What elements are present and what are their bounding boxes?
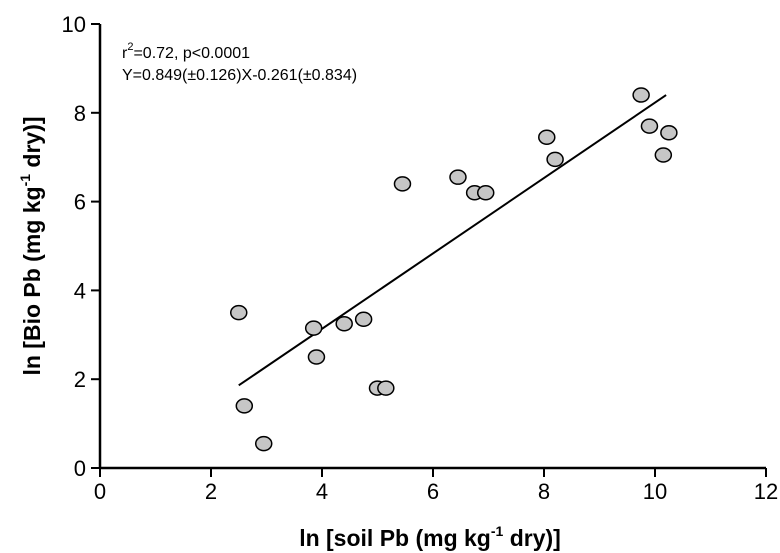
y-tick-label: 4 xyxy=(74,278,86,303)
data-point xyxy=(304,320,323,336)
data-point xyxy=(632,87,650,103)
y-axis-title-sup: -1 xyxy=(17,174,33,187)
x-axis-title-pre: ln [soil Pb (mg kg xyxy=(299,525,491,551)
data-point xyxy=(393,176,412,192)
annotation-r-rest: =0.72, p<0.0001 xyxy=(133,45,250,62)
data-point xyxy=(230,304,248,321)
data-point xyxy=(335,315,353,332)
y-axis-title: ln [Bio Pb (mg kg-1 dry)] xyxy=(17,116,45,375)
x-tick-label: 0 xyxy=(94,479,106,504)
data-point xyxy=(377,380,395,396)
annotation-equation: Y=0.849(±0.126)X-0.261(±0.834) xyxy=(122,67,357,84)
x-tick-label: 10 xyxy=(643,479,667,504)
x-tick-label: 2 xyxy=(205,479,217,504)
x-tick-label: 8 xyxy=(538,479,550,504)
data-point xyxy=(654,147,673,163)
y-tick-label: 6 xyxy=(74,190,86,215)
regression-line xyxy=(238,94,667,387)
y-tick-label: 10 xyxy=(62,12,86,37)
x-axis-ticks: 0 2 4 6 8 10 12 xyxy=(94,468,778,504)
regression-line-group xyxy=(238,94,667,387)
plot-frame xyxy=(98,24,766,470)
annotation-stats: r2=0.72, p<0.0001 xyxy=(122,41,250,62)
x-axis-title-sup: -1 xyxy=(491,523,504,539)
data-point xyxy=(660,125,678,141)
y-axis-title-pre: ln [Bio Pb (mg kg xyxy=(19,186,45,375)
x-axis-title: ln [soil Pb (mg kg-1 dry)] xyxy=(299,523,561,551)
y-tick-label: 2 xyxy=(74,367,86,392)
data-point xyxy=(640,118,659,134)
x-tick-label: 6 xyxy=(427,479,439,504)
data-point xyxy=(538,129,556,145)
y-axis-ticks: 0 2 4 6 8 10 xyxy=(62,12,100,481)
data-point xyxy=(235,398,254,414)
y-tick-label: 0 xyxy=(74,456,86,481)
y-tick-label: 8 xyxy=(74,101,86,126)
x-tick-label: 12 xyxy=(754,479,778,504)
data-point xyxy=(307,349,326,365)
data-point xyxy=(449,169,467,185)
data-point xyxy=(476,184,495,201)
x-axis-title-post: dry)] xyxy=(503,525,561,551)
data-point xyxy=(354,311,373,328)
annotation-r-sup: 2 xyxy=(127,41,133,53)
data-point xyxy=(254,435,273,452)
x-tick-label: 4 xyxy=(316,479,328,504)
annotation-r: r xyxy=(122,45,128,62)
y-axis-title-post: dry)] xyxy=(19,116,45,174)
data-point xyxy=(546,151,564,168)
data-points xyxy=(230,87,678,452)
